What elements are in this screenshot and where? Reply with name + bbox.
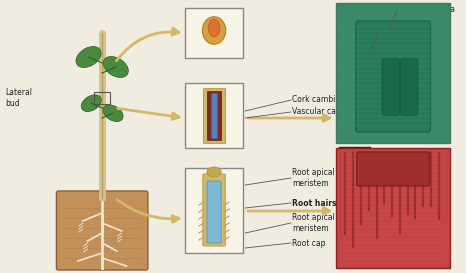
Text: Lateral
bud: Lateral bud — [5, 88, 32, 108]
Ellipse shape — [103, 105, 123, 121]
Text: Cork cambium: Cork cambium — [292, 96, 348, 105]
Ellipse shape — [207, 167, 221, 177]
FancyBboxPatch shape — [356, 152, 430, 186]
Ellipse shape — [208, 19, 220, 37]
FancyBboxPatch shape — [203, 174, 225, 246]
Text: Root apical
meristem: Root apical meristem — [292, 213, 335, 233]
Ellipse shape — [76, 46, 101, 67]
FancyBboxPatch shape — [207, 181, 221, 243]
Ellipse shape — [202, 17, 226, 44]
Bar — [185, 83, 243, 148]
FancyBboxPatch shape — [382, 59, 400, 115]
Text: Root apical
meristem: Root apical meristem — [292, 168, 335, 188]
Bar — [185, 8, 243, 58]
Ellipse shape — [103, 57, 128, 78]
Text: Root cap: Root cap — [292, 239, 325, 248]
Text: Vascular cambium: Vascular cambium — [292, 108, 363, 117]
Text: Lateral bud
primordia: Lateral bud primordia — [379, 23, 424, 43]
Ellipse shape — [81, 95, 101, 112]
FancyBboxPatch shape — [356, 21, 431, 132]
FancyBboxPatch shape — [56, 191, 148, 270]
Bar — [336, 148, 451, 268]
Bar — [185, 168, 243, 253]
Bar — [207, 91, 221, 140]
FancyBboxPatch shape — [400, 59, 418, 115]
Bar — [203, 88, 225, 143]
Text: 100 μm: 100 μm — [339, 149, 368, 158]
Bar — [336, 3, 451, 143]
Text: Root hairs: Root hairs — [292, 198, 336, 207]
Bar — [211, 93, 217, 138]
Bar — [95, 92, 110, 104]
Text: 50 μm: 50 μm — [339, 256, 363, 265]
Text: Leaf primordia: Leaf primordia — [399, 5, 455, 14]
